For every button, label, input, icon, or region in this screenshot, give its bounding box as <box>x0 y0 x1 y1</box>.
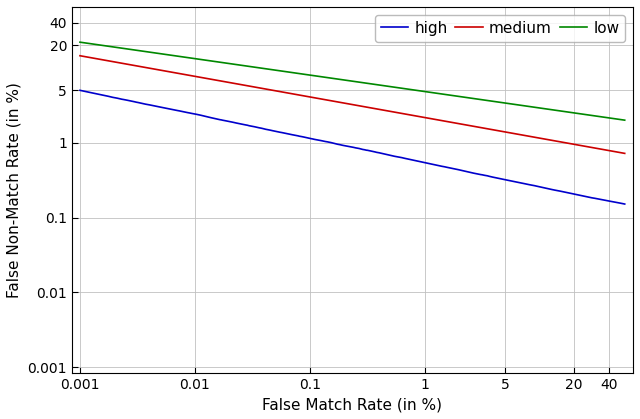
Line: medium: medium <box>80 56 625 153</box>
medium <box>397 111 405 116</box>
low <box>323 75 330 80</box>
high <box>323 139 330 144</box>
high <box>621 202 628 207</box>
low <box>486 98 494 103</box>
medium <box>323 97 330 102</box>
low <box>397 85 405 91</box>
medium <box>486 127 494 132</box>
medium <box>440 119 447 124</box>
X-axis label: False Match Rate (in %): False Match Rate (in %) <box>262 397 442 412</box>
medium <box>621 151 628 156</box>
medium <box>76 53 84 58</box>
low <box>440 92 447 97</box>
Y-axis label: False Non-Match Rate (in %): False Non-Match Rate (in %) <box>7 82 22 298</box>
high <box>397 155 405 160</box>
low <box>621 118 628 123</box>
high <box>486 174 494 179</box>
Legend: high, medium, low: high, medium, low <box>375 15 625 42</box>
Line: high: high <box>80 91 625 204</box>
high <box>440 164 447 169</box>
low <box>76 40 84 45</box>
high <box>216 117 224 122</box>
medium <box>173 70 180 75</box>
Line: low: low <box>80 42 625 120</box>
high <box>173 108 180 113</box>
medium <box>216 78 224 83</box>
high <box>76 88 84 93</box>
low <box>173 54 180 59</box>
low <box>216 60 224 65</box>
